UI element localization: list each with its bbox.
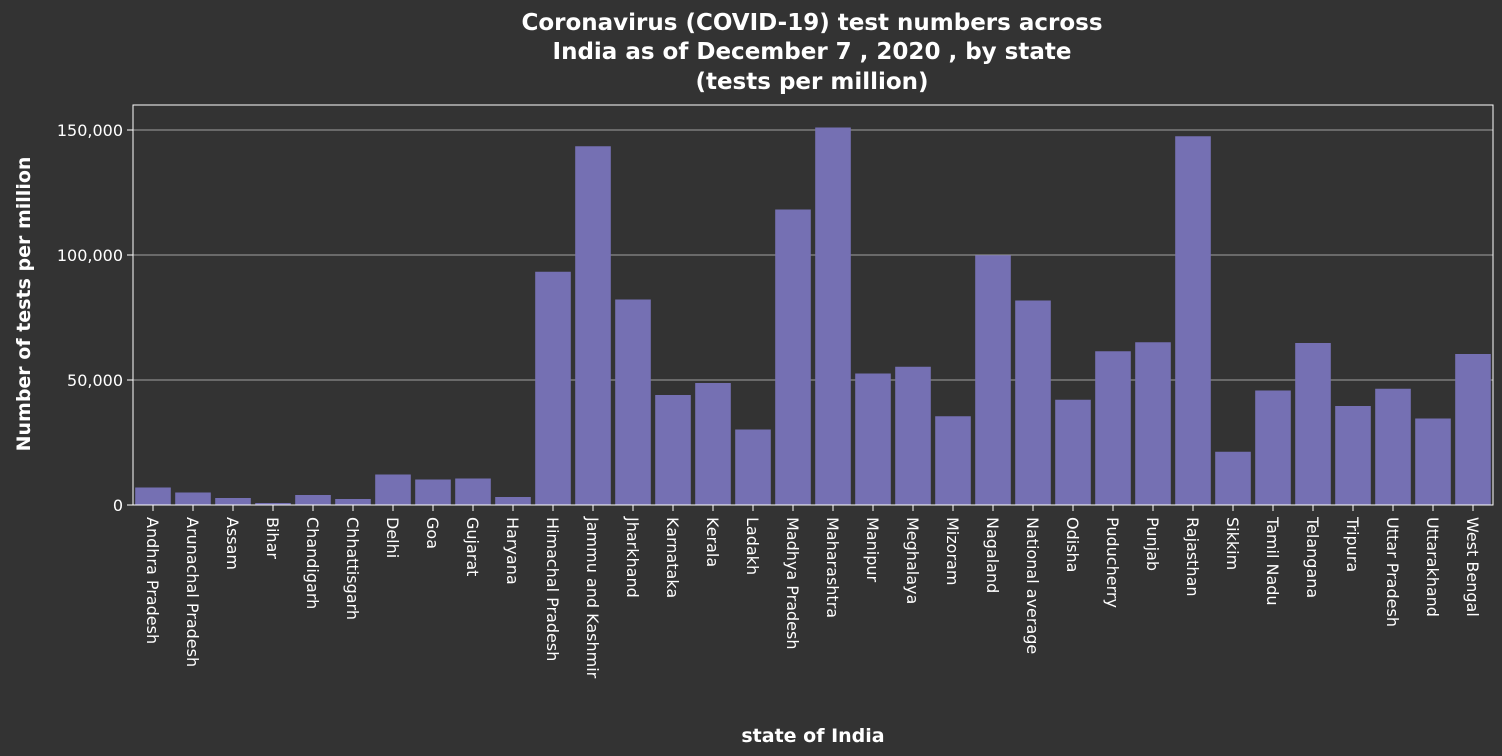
x-tick-label: Chandigarh (303, 517, 322, 609)
x-tick-label: Uttar Pradesh (1383, 517, 1402, 627)
bar (935, 416, 971, 505)
chart-title-line-2: India as of December 7 , 2020 , by state (553, 39, 1072, 65)
x-tick-label: Meghalaya (903, 517, 922, 604)
x-tick-label: Madhya Pradesh (783, 517, 802, 650)
bar (1055, 399, 1091, 505)
bar (175, 492, 211, 505)
x-tick-label: Sikkim (1223, 517, 1242, 570)
bar (335, 499, 371, 505)
x-tick-label: Telangana (1303, 516, 1322, 598)
bars (135, 127, 1491, 505)
gridlines (133, 129, 1493, 381)
x-tick-label: Tamil Nadu (1263, 516, 1282, 606)
bar (775, 209, 811, 505)
bar (455, 478, 491, 505)
bar (1135, 342, 1171, 505)
x-tick-label: Delhi (383, 517, 402, 558)
chart-title-line-1: Coronavirus (COVID-19) test numbers acro… (521, 10, 1102, 36)
bar (975, 255, 1011, 505)
bar (815, 127, 851, 505)
y-axis-title: Number of tests per million (13, 157, 35, 452)
bar (1335, 406, 1371, 505)
x-tick-label: Puducherry (1103, 517, 1122, 608)
bar (735, 429, 771, 505)
bar (375, 474, 411, 505)
y-tick-label: 50,000 (67, 371, 123, 390)
bar (1215, 451, 1251, 505)
x-tick-label: Punjab (1143, 517, 1162, 571)
x-axis: Andhra Pradesh Arunachal Pradesh Assam Biha… (143, 505, 1482, 679)
bar (255, 503, 291, 505)
x-tick-label: Manipur (863, 517, 882, 582)
bar (535, 271, 571, 505)
plot-frame (132, 104, 1494, 506)
x-tick-label: Chhattisgarh (343, 517, 362, 620)
bar (1175, 136, 1211, 505)
bar (415, 479, 451, 505)
bar (1015, 300, 1051, 505)
bar (1255, 390, 1291, 505)
y-axis: 0 50,000 100,000 150,000 (57, 121, 133, 515)
x-axis-title: state of India (741, 725, 884, 747)
x-tick-label: Rajasthan (1183, 517, 1202, 597)
x-tick-label: Assam (223, 517, 242, 570)
x-tick-label: National average (1023, 517, 1042, 654)
chart-title-line-3: (tests per million) (695, 69, 928, 95)
bar (855, 373, 891, 505)
y-tick-label: 100,000 (57, 246, 123, 265)
x-tick-label: Karnataka (663, 517, 682, 598)
x-tick-label: West Bengal (1463, 517, 1482, 617)
x-tick-label: Haryana (503, 517, 522, 585)
x-tick-label: Bihar (263, 517, 282, 559)
bar (135, 487, 171, 505)
x-tick-label: Maharashtra (823, 517, 842, 618)
bar (495, 497, 531, 505)
bar (1455, 354, 1491, 505)
chart-title: Coronavirus (COVID-19) test numbers acro… (521, 10, 1102, 95)
bar (1295, 343, 1331, 505)
x-tick-label: Goa (423, 517, 442, 549)
x-tick-label: Himachal Pradesh (543, 517, 562, 661)
x-tick-label: Odisha (1063, 517, 1082, 572)
x-tick-label: Jharkhand (623, 516, 642, 598)
bar (1375, 388, 1411, 505)
bar (895, 366, 931, 505)
bar (575, 146, 611, 505)
y-tick-label: 0 (113, 496, 123, 515)
bar (615, 299, 651, 505)
x-tick-label: Andhra Pradesh (143, 517, 162, 644)
bar (1095, 351, 1131, 505)
bar (215, 498, 251, 505)
x-tick-label: Tripura (1343, 516, 1362, 572)
y-tick-label: 150,000 (57, 121, 123, 140)
x-tick-label: Arunachal Pradesh (183, 517, 202, 667)
x-tick-label: Nagaland (983, 517, 1002, 593)
x-tick-label: Kerala (703, 517, 722, 567)
x-tick-label: Ladakh (743, 517, 762, 575)
x-tick-label: Gujarat (463, 517, 482, 576)
bar (695, 383, 731, 505)
x-tick-label: Mizoram (943, 517, 962, 585)
bar (1415, 418, 1451, 505)
x-tick-label: Uttarakhand (1423, 517, 1442, 617)
bar (295, 495, 331, 505)
bar (655, 395, 691, 505)
x-tick-label: Jammu and Kashmir (583, 516, 602, 679)
